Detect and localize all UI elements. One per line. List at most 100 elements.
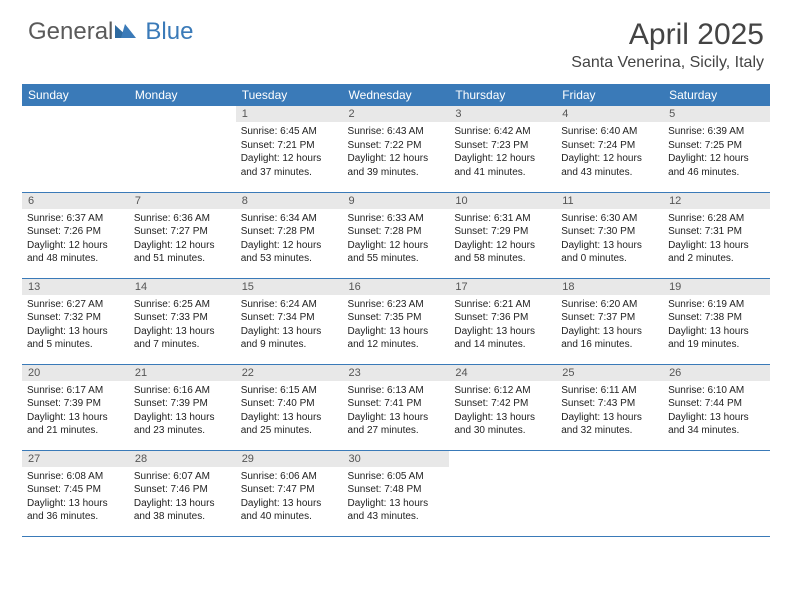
logo-text-general: General xyxy=(28,18,113,46)
day-number: 14 xyxy=(129,279,236,295)
day-details: Sunrise: 6:16 AMSunset: 7:39 PMDaylight:… xyxy=(129,381,236,441)
day-details: Sunrise: 6:08 AMSunset: 7:45 PMDaylight:… xyxy=(22,467,129,527)
calendar-cell: 11Sunrise: 6:30 AMSunset: 7:30 PMDayligh… xyxy=(556,192,663,278)
calendar-cell: 6Sunrise: 6:37 AMSunset: 7:26 PMDaylight… xyxy=(22,192,129,278)
day-details: Sunrise: 6:36 AMSunset: 7:27 PMDaylight:… xyxy=(129,209,236,269)
day-number: 18 xyxy=(556,279,663,295)
logo: General Blue xyxy=(28,18,193,46)
day-number: 26 xyxy=(663,365,770,381)
calendar-cell: 24Sunrise: 6:12 AMSunset: 7:42 PMDayligh… xyxy=(449,364,556,450)
day-number: 23 xyxy=(343,365,450,381)
day-number: 16 xyxy=(343,279,450,295)
calendar-cell: 21Sunrise: 6:16 AMSunset: 7:39 PMDayligh… xyxy=(129,364,236,450)
day-header: Thursday xyxy=(449,84,556,106)
day-details: Sunrise: 6:28 AMSunset: 7:31 PMDaylight:… xyxy=(663,209,770,269)
day-number: 19 xyxy=(663,279,770,295)
day-details: Sunrise: 6:19 AMSunset: 7:38 PMDaylight:… xyxy=(663,295,770,355)
day-header: Wednesday xyxy=(343,84,450,106)
day-number: 12 xyxy=(663,193,770,209)
calendar-cell: 27Sunrise: 6:08 AMSunset: 7:45 PMDayligh… xyxy=(22,450,129,536)
day-header: Sunday xyxy=(22,84,129,106)
day-header: Saturday xyxy=(663,84,770,106)
day-number: 11 xyxy=(556,193,663,209)
calendar-cell: . xyxy=(663,450,770,536)
calendar-cell: 30Sunrise: 6:05 AMSunset: 7:48 PMDayligh… xyxy=(343,450,450,536)
day-details: Sunrise: 6:07 AMSunset: 7:46 PMDaylight:… xyxy=(129,467,236,527)
calendar-cell: 4Sunrise: 6:40 AMSunset: 7:24 PMDaylight… xyxy=(556,106,663,192)
calendar-cell: 2Sunrise: 6:43 AMSunset: 7:22 PMDaylight… xyxy=(343,106,450,192)
day-details: Sunrise: 6:21 AMSunset: 7:36 PMDaylight:… xyxy=(449,295,556,355)
day-details: Sunrise: 6:37 AMSunset: 7:26 PMDaylight:… xyxy=(22,209,129,269)
day-header: Friday xyxy=(556,84,663,106)
page-title: April 2025 xyxy=(571,18,764,52)
calendar-cell: 8Sunrise: 6:34 AMSunset: 7:28 PMDaylight… xyxy=(236,192,343,278)
day-details: Sunrise: 6:05 AMSunset: 7:48 PMDaylight:… xyxy=(343,467,450,527)
calendar-cell: 3Sunrise: 6:42 AMSunset: 7:23 PMDaylight… xyxy=(449,106,556,192)
calendar-cell: 14Sunrise: 6:25 AMSunset: 7:33 PMDayligh… xyxy=(129,278,236,364)
calendar-table: SundayMondayTuesdayWednesdayThursdayFrid… xyxy=(22,84,770,537)
location-subtitle: Santa Venerina, Sicily, Italy xyxy=(571,54,764,72)
calendar-cell: 20Sunrise: 6:17 AMSunset: 7:39 PMDayligh… xyxy=(22,364,129,450)
calendar-cell: . xyxy=(22,106,129,192)
calendar-cell: 9Sunrise: 6:33 AMSunset: 7:28 PMDaylight… xyxy=(343,192,450,278)
calendar-cell: 7Sunrise: 6:36 AMSunset: 7:27 PMDaylight… xyxy=(129,192,236,278)
calendar-cell: . xyxy=(449,450,556,536)
calendar-cell: 25Sunrise: 6:11 AMSunset: 7:43 PMDayligh… xyxy=(556,364,663,450)
calendar-cell: 17Sunrise: 6:21 AMSunset: 7:36 PMDayligh… xyxy=(449,278,556,364)
calendar-cell: 13Sunrise: 6:27 AMSunset: 7:32 PMDayligh… xyxy=(22,278,129,364)
day-details: Sunrise: 6:34 AMSunset: 7:28 PMDaylight:… xyxy=(236,209,343,269)
day-number: 27 xyxy=(22,451,129,467)
day-details: Sunrise: 6:13 AMSunset: 7:41 PMDaylight:… xyxy=(343,381,450,441)
day-details: Sunrise: 6:31 AMSunset: 7:29 PMDaylight:… xyxy=(449,209,556,269)
calendar-cell: 5Sunrise: 6:39 AMSunset: 7:25 PMDaylight… xyxy=(663,106,770,192)
day-details: Sunrise: 6:11 AMSunset: 7:43 PMDaylight:… xyxy=(556,381,663,441)
day-number: 6 xyxy=(22,193,129,209)
day-header: Monday xyxy=(129,84,236,106)
day-number: 24 xyxy=(449,365,556,381)
calendar-cell: . xyxy=(129,106,236,192)
day-details: Sunrise: 6:12 AMSunset: 7:42 PMDaylight:… xyxy=(449,381,556,441)
day-details: Sunrise: 6:23 AMSunset: 7:35 PMDaylight:… xyxy=(343,295,450,355)
calendar-cell: 23Sunrise: 6:13 AMSunset: 7:41 PMDayligh… xyxy=(343,364,450,450)
day-details: Sunrise: 6:40 AMSunset: 7:24 PMDaylight:… xyxy=(556,122,663,182)
calendar-cell: 10Sunrise: 6:31 AMSunset: 7:29 PMDayligh… xyxy=(449,192,556,278)
day-details: Sunrise: 6:27 AMSunset: 7:32 PMDaylight:… xyxy=(22,295,129,355)
day-details: Sunrise: 6:24 AMSunset: 7:34 PMDaylight:… xyxy=(236,295,343,355)
day-details: Sunrise: 6:06 AMSunset: 7:47 PMDaylight:… xyxy=(236,467,343,527)
day-number: 4 xyxy=(556,106,663,122)
calendar-cell: . xyxy=(556,450,663,536)
day-number: 9 xyxy=(343,193,450,209)
day-number: 20 xyxy=(22,365,129,381)
day-header: Tuesday xyxy=(236,84,343,106)
calendar-cell: 19Sunrise: 6:19 AMSunset: 7:38 PMDayligh… xyxy=(663,278,770,364)
day-details: Sunrise: 6:20 AMSunset: 7:37 PMDaylight:… xyxy=(556,295,663,355)
calendar-cell: 29Sunrise: 6:06 AMSunset: 7:47 PMDayligh… xyxy=(236,450,343,536)
day-number: 21 xyxy=(129,365,236,381)
day-details: Sunrise: 6:30 AMSunset: 7:30 PMDaylight:… xyxy=(556,209,663,269)
calendar-cell: 22Sunrise: 6:15 AMSunset: 7:40 PMDayligh… xyxy=(236,364,343,450)
day-number: 17 xyxy=(449,279,556,295)
day-number: 13 xyxy=(22,279,129,295)
day-number: 5 xyxy=(663,106,770,122)
logo-text-blue: Blue xyxy=(145,18,193,46)
day-details: Sunrise: 6:45 AMSunset: 7:21 PMDaylight:… xyxy=(236,122,343,182)
calendar-cell: 1Sunrise: 6:45 AMSunset: 7:21 PMDaylight… xyxy=(236,106,343,192)
title-block: April 2025 Santa Venerina, Sicily, Italy xyxy=(571,18,764,72)
day-number: 29 xyxy=(236,451,343,467)
calendar-cell: 15Sunrise: 6:24 AMSunset: 7:34 PMDayligh… xyxy=(236,278,343,364)
day-details: Sunrise: 6:42 AMSunset: 7:23 PMDaylight:… xyxy=(449,122,556,182)
day-number: 15 xyxy=(236,279,343,295)
day-number: 30 xyxy=(343,451,450,467)
logo-icon xyxy=(115,18,137,46)
day-details: Sunrise: 6:15 AMSunset: 7:40 PMDaylight:… xyxy=(236,381,343,441)
calendar-cell: 16Sunrise: 6:23 AMSunset: 7:35 PMDayligh… xyxy=(343,278,450,364)
day-number: 2 xyxy=(343,106,450,122)
day-number: 8 xyxy=(236,193,343,209)
day-number: 7 xyxy=(129,193,236,209)
day-number: 25 xyxy=(556,365,663,381)
day-number: 1 xyxy=(236,106,343,122)
calendar-cell: 18Sunrise: 6:20 AMSunset: 7:37 PMDayligh… xyxy=(556,278,663,364)
day-details: Sunrise: 6:43 AMSunset: 7:22 PMDaylight:… xyxy=(343,122,450,182)
calendar-cell: 28Sunrise: 6:07 AMSunset: 7:46 PMDayligh… xyxy=(129,450,236,536)
day-details: Sunrise: 6:10 AMSunset: 7:44 PMDaylight:… xyxy=(663,381,770,441)
